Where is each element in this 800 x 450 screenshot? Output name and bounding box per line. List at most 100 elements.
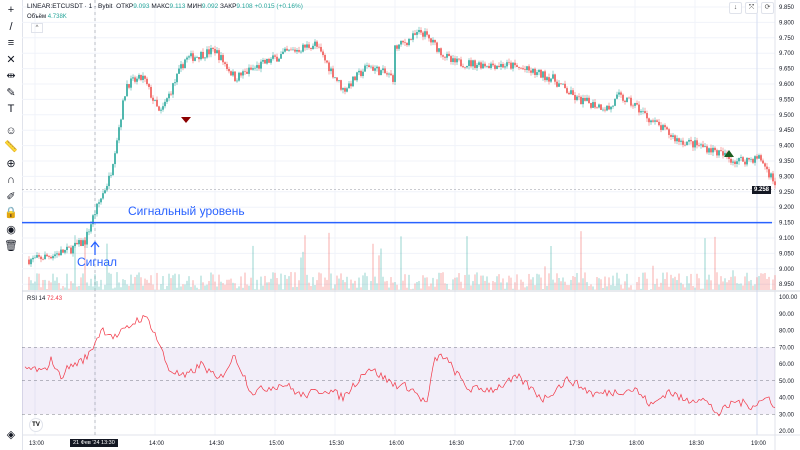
candle — [586, 97, 588, 101]
candle — [296, 49, 298, 52]
volume-bar — [414, 283, 416, 290]
candle — [314, 41, 316, 46]
candle — [622, 94, 624, 101]
candle — [630, 97, 632, 106]
candle — [574, 95, 576, 101]
candle — [728, 156, 730, 159]
candle — [252, 68, 254, 70]
trend-line-icon[interactable]: / — [9, 20, 13, 33]
current-price-label: 9.258 — [752, 186, 772, 194]
candle — [654, 120, 656, 122]
move-down-button[interactable]: ↓ — [729, 2, 742, 14]
time-tick: 15:30 — [329, 441, 345, 447]
volume-bar — [544, 266, 546, 290]
volume-bar — [62, 286, 64, 290]
candle — [452, 58, 454, 62]
volume-bar — [150, 275, 152, 290]
volume-bar — [712, 289, 714, 290]
candle — [206, 49, 208, 58]
volume-bar — [404, 274, 406, 290]
candle — [310, 47, 312, 49]
pattern-icon[interactable]: ✕ — [6, 53, 16, 66]
volume-bar — [678, 273, 680, 290]
object-tree-icon[interactable]: ◈ — [6, 429, 16, 441]
candle — [44, 254, 46, 260]
volume-bar — [34, 281, 36, 290]
candle — [42, 259, 44, 260]
projection-icon[interactable]: ⇹ — [6, 70, 16, 82]
refresh-button[interactable]: ⟳ — [761, 2, 774, 14]
candle — [234, 71, 236, 82]
symbol-title[interactable]: LINEAR:ETCUSDT · 1 · Bybit — [27, 3, 113, 10]
volume-bar — [272, 272, 274, 290]
candle — [736, 161, 738, 164]
volume-bar — [762, 273, 764, 290]
candle — [758, 155, 760, 159]
volume-bar — [750, 279, 752, 290]
volume-bar — [262, 285, 264, 290]
candle — [242, 71, 244, 76]
tradingview-logo[interactable]: TV — [29, 418, 43, 432]
ruler-icon[interactable]: 📏 — [4, 141, 18, 153]
candle — [720, 150, 722, 152]
candle — [86, 231, 88, 245]
volume-bar — [460, 281, 462, 290]
candle — [702, 144, 704, 147]
volume-bar — [668, 286, 670, 290]
time-tick: 18:30 — [689, 441, 705, 447]
volume-bar — [162, 276, 164, 290]
volume-bar — [462, 288, 464, 290]
candle — [766, 166, 768, 170]
time-tick: 19:00 — [751, 441, 767, 447]
volume-bar — [758, 276, 760, 290]
volume-bar — [504, 288, 506, 290]
candle — [710, 148, 712, 153]
trash-icon[interactable]: 🗑 — [4, 240, 18, 252]
candle — [144, 75, 146, 79]
volume-bar — [96, 281, 98, 290]
volume-bar — [270, 278, 272, 290]
brush-icon[interactable]: ✎ — [6, 86, 16, 99]
volume-bar — [194, 285, 196, 290]
candle — [54, 254, 56, 257]
candle — [336, 77, 338, 81]
candle — [176, 73, 178, 83]
candle — [612, 105, 614, 107]
candle — [580, 96, 582, 105]
eye-icon[interactable]: ◉ — [6, 223, 16, 236]
crosshair-icon[interactable]: + — [7, 4, 15, 16]
volume-bar — [390, 277, 392, 290]
zoom-in-icon[interactable]: ⊕ — [6, 157, 16, 170]
text-icon[interactable]: T — [7, 103, 15, 115]
volume-bar — [584, 272, 586, 290]
candle — [678, 138, 680, 142]
candle — [692, 141, 694, 148]
candle — [374, 68, 376, 71]
candle — [514, 62, 516, 66]
volume-bar — [110, 273, 112, 290]
rsi-value: 72.43 — [47, 296, 63, 302]
volume-bar — [374, 276, 376, 290]
rsi-legend: RSI 14 72.43 — [27, 296, 62, 302]
volume-bar — [708, 274, 710, 290]
candle — [238, 72, 240, 81]
volume-bar — [372, 243, 374, 290]
volume-bar — [46, 289, 48, 290]
candle — [530, 70, 532, 73]
emoji-icon[interactable]: ☺ — [5, 124, 17, 137]
candle — [462, 66, 464, 68]
time-tick: 16:30 — [449, 441, 465, 447]
volume-bar — [562, 277, 564, 290]
maximize-button[interactable]: ⤧ — [745, 2, 758, 14]
fib-icon[interactable]: ≡ — [7, 37, 15, 49]
magnet-icon[interactable]: ∩ — [7, 174, 15, 186]
lock-icon[interactable]: 🔒 — [4, 207, 18, 219]
volume-bar — [170, 278, 172, 290]
volume-bar — [498, 274, 500, 290]
volume-bar — [346, 276, 348, 290]
lock-drawings-icon[interactable]: ✐ — [6, 190, 16, 203]
volume-bar — [540, 277, 542, 290]
collapse-legend-button[interactable]: ^ — [31, 23, 43, 33]
volume-bar — [760, 273, 762, 290]
